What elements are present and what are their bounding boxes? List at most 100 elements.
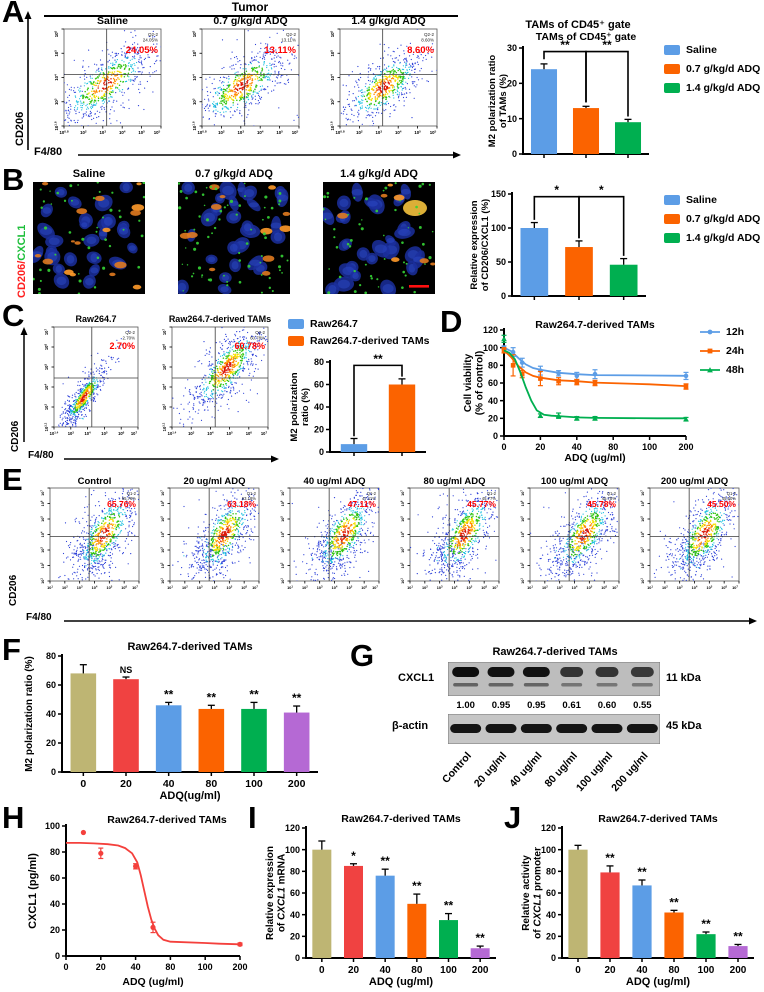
flow-plot-frame <box>171 326 269 428</box>
y-tick-label: 20 <box>507 79 517 89</box>
cxcl1-signal <box>347 213 350 216</box>
y-axis-label: Cell viability(% of control) <box>463 351 486 415</box>
cxcl1-signal <box>219 209 223 213</box>
cxcl1-signal <box>214 187 218 191</box>
cxcl1-signal <box>244 195 246 198</box>
axis-tick-label: 106 <box>481 585 487 590</box>
axis-tick-label: 105 <box>280 516 285 522</box>
axis-tick-label: 104 <box>212 585 218 590</box>
axis-tick-label: 107 <box>161 329 167 336</box>
panel-e-xaxis-label: F4/80 <box>26 612 52 623</box>
cxcl1-signal <box>226 204 229 207</box>
axis-tick-label: 105 <box>400 516 405 522</box>
tumor-overline <box>44 15 458 17</box>
data-point <box>574 415 580 421</box>
x-tick-label: 0 <box>575 965 581 976</box>
cxcl1-signal <box>193 228 196 231</box>
cxcl1-signal <box>93 286 97 289</box>
sig-label: * <box>554 183 559 197</box>
cxcl1-signal <box>96 182 99 184</box>
axis-tick-label: 106 <box>160 500 165 506</box>
legend-swatch <box>664 45 680 55</box>
y-tick-label: 100 <box>491 223 506 233</box>
cxcl1-signal <box>270 206 274 210</box>
y-tick-label: 100 <box>285 845 300 855</box>
cxcl1-signal <box>418 226 422 229</box>
axis-tick-label: 104 <box>332 585 338 590</box>
legend-swatch <box>664 64 680 74</box>
y-tick-label: 60 <box>546 888 556 898</box>
axis-tick-label: 103 <box>188 430 195 436</box>
axis-tick-label: 103 <box>329 98 335 105</box>
panel-c-yaxis-label: CD206 <box>10 420 21 452</box>
bar <box>520 228 549 296</box>
cxcl1-signal <box>418 212 421 215</box>
axis-tick-label: 101.4 <box>50 430 59 436</box>
cxcl1-signal <box>69 184 73 188</box>
percent-label: 65.76% <box>107 499 136 509</box>
bar <box>600 872 620 958</box>
quadrant-percent-small: 45.50% <box>722 496 736 501</box>
cxcl1-signal <box>405 262 408 265</box>
axis-tick-label: 101 <box>280 578 285 584</box>
bar <box>664 912 684 958</box>
y-tick-label: 40 <box>488 396 498 406</box>
cxcl1-signal <box>353 269 356 273</box>
axis-tick-label: 103 <box>557 585 563 590</box>
blot-kda1-label: 11 kDa <box>666 672 701 684</box>
x-axis-title: ADQ (ug/ml) <box>369 976 433 988</box>
axis-tick-label: 101 <box>520 578 525 584</box>
microscopy-image-14adq <box>323 182 435 294</box>
cxcl1-signal <box>137 265 141 269</box>
cxcl1-signal <box>194 190 198 194</box>
cxcl1-signal <box>223 206 226 209</box>
y-axis-label: Relative expressionof CD206/CXCL1 (%) <box>469 199 491 291</box>
image-title-saline: Saline <box>72 168 106 180</box>
cxcl1-signal <box>95 230 98 233</box>
blot-band-cxcl1 <box>595 667 619 677</box>
axis-tick-label: 102 <box>520 562 525 568</box>
axis-tick-label: 103 <box>400 547 405 553</box>
percent-label: 45.78% <box>587 499 616 509</box>
legend-label: 24h <box>726 345 745 357</box>
blot-kda2-label: 45 kDa <box>666 720 702 732</box>
series-line <box>66 842 241 946</box>
lane-label: 20 ug/ml <box>472 750 509 790</box>
percent-label: 60.78% <box>234 341 265 351</box>
cd206-signal <box>69 272 76 277</box>
axis-tick-label: 106 <box>400 500 405 506</box>
cxcl1-signal <box>402 261 406 264</box>
cxcl1-signal <box>39 268 42 272</box>
x-tick-label: 80 <box>205 778 217 790</box>
legend-label: Saline <box>686 44 717 56</box>
cxcl1-signal <box>77 273 80 275</box>
percent-label: 45.77% <box>467 499 496 509</box>
cxcl1-signal <box>211 232 213 235</box>
quadrant-percent-small: 47.11% <box>362 496 376 501</box>
blot-band-bactin <box>556 724 588 733</box>
x-tick-label: 40 <box>572 442 582 452</box>
bar <box>565 247 593 296</box>
cd206-signal <box>279 225 290 232</box>
cxcl1-signal <box>111 191 114 194</box>
cxcl1-signal <box>399 199 401 202</box>
axis-tick-label: 105 <box>43 364 49 371</box>
sig-label: NS <box>120 665 133 675</box>
bar <box>470 948 490 958</box>
cxcl1-signal <box>375 209 379 213</box>
cxcl1-signal <box>205 186 208 189</box>
axis-tick-label: 101 <box>407 585 413 590</box>
cd206-signal <box>74 241 81 245</box>
axis-tick-label: 106 <box>43 344 49 351</box>
axis-tick-label: 102 <box>160 562 165 568</box>
cxcl1-signal <box>348 245 352 248</box>
cxcl1-signal <box>428 256 432 260</box>
axis-tick-label: 106 <box>329 30 335 37</box>
flow-plot-title: 40 ug/ml ADQ <box>304 476 366 487</box>
panel-e-label: E <box>2 462 23 497</box>
cxcl1-signal <box>226 284 229 287</box>
data-point <box>501 336 507 342</box>
